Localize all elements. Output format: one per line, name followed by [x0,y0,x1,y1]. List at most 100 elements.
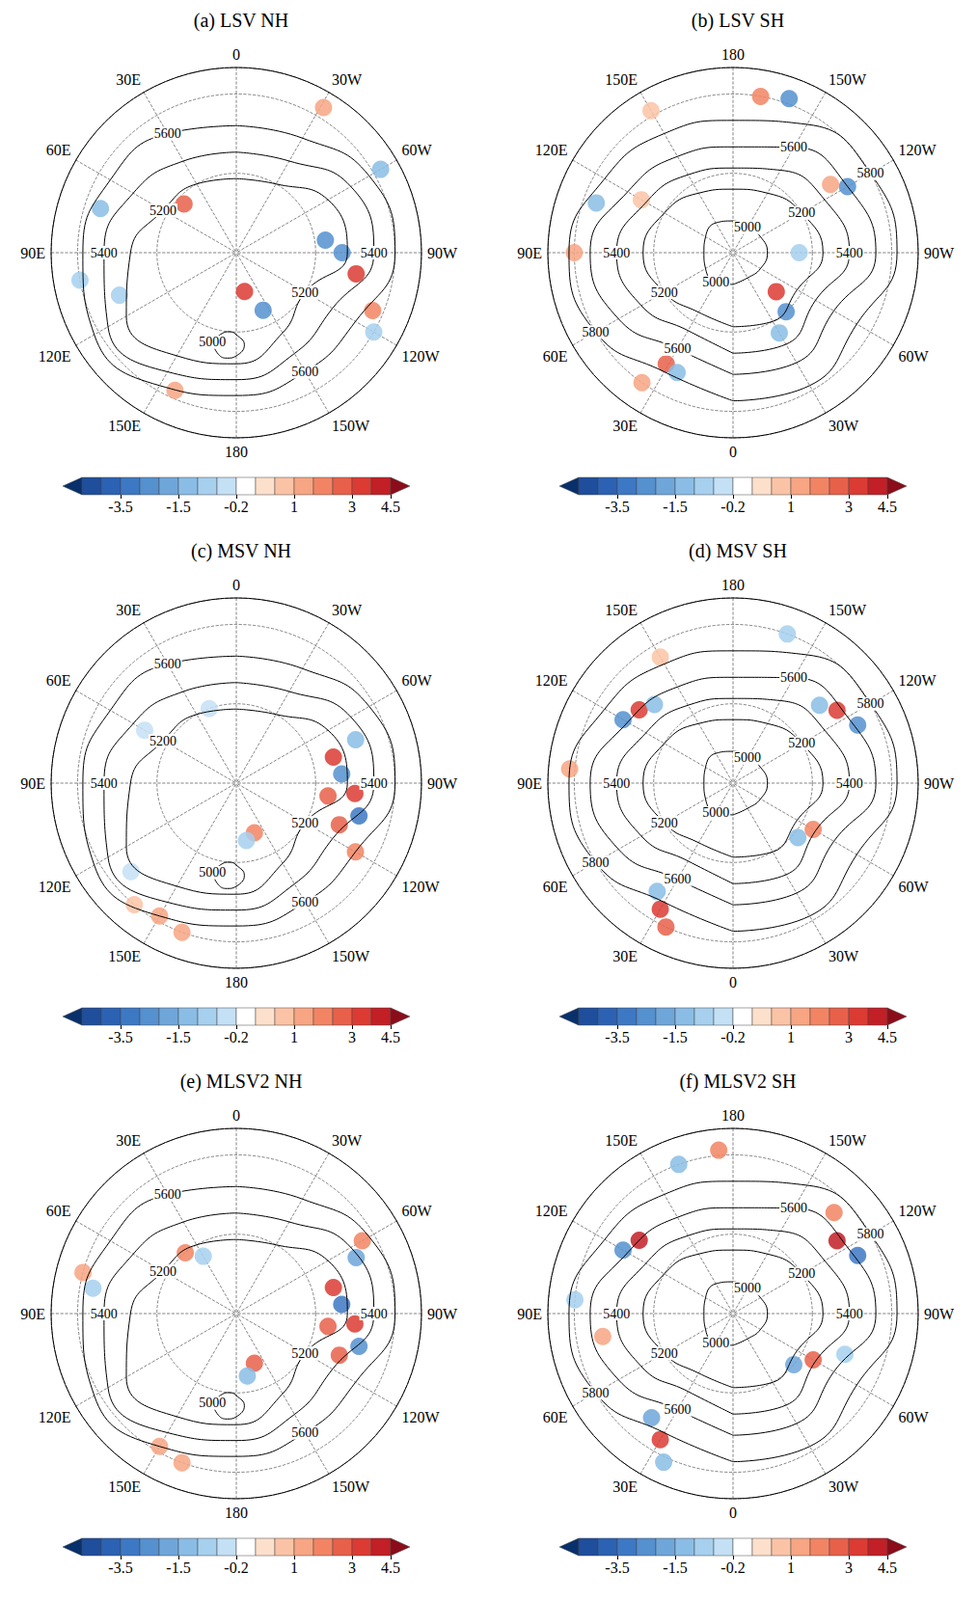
svg-text:150W: 150W [828,601,868,619]
svg-text:1: 1 [290,1559,299,1576]
svg-text:90E: 90E [20,244,46,262]
svg-text:90W: 90W [923,1305,955,1323]
svg-text:-1.5: -1.5 [662,1559,687,1576]
svg-text:30W: 30W [331,1132,363,1149]
svg-text:5600: 5600 [291,895,319,910]
svg-text:120W: 120W [401,878,440,896]
svg-text:5600: 5600 [291,1425,319,1440]
svg-text:5600: 5600 [291,364,319,380]
svg-text:120W: 120W [401,1409,440,1426]
svg-text:180: 180 [224,974,248,991]
svg-text:5400: 5400 [602,776,630,791]
svg-text:5600: 5600 [663,1402,691,1417]
svg-text:30W: 30W [828,1478,860,1495]
svg-text:120W: 120W [897,672,937,689]
svg-text:120E: 120E [535,1202,569,1220]
svg-text:5200: 5200 [651,1346,679,1361]
svg-text:5400: 5400 [836,776,864,791]
svg-text:30W: 30W [828,948,860,965]
svg-text:-0.2: -0.2 [223,1029,248,1046]
svg-text:5200: 5200 [149,733,177,749]
svg-text:180: 180 [721,1107,745,1124]
svg-text:60E: 60E [46,141,72,159]
svg-text:90W: 90W [923,244,955,262]
svg-text:60W: 60W [401,672,433,689]
svg-text:120E: 120E [38,878,72,896]
svg-text:3: 3 [348,1029,356,1046]
svg-text:60E: 60E [543,878,569,896]
svg-text:180: 180 [721,576,745,594]
svg-text:90E: 90E [516,244,543,262]
svg-text:(c) MSV NH: (c) MSV NH [190,540,292,563]
svg-text:5400: 5400 [360,1306,388,1322]
svg-text:30E: 30E [612,1478,638,1495]
svg-text:90E: 90E [516,1305,543,1323]
svg-text:60W: 60W [897,1409,929,1426]
svg-text:5400: 5400 [836,1306,864,1322]
svg-text:0: 0 [729,1504,737,1522]
svg-text:5000: 5000 [198,334,226,350]
svg-text:120E: 120E [38,1409,72,1426]
svg-text:4.5: 4.5 [380,1029,401,1046]
svg-text:30E: 30E [115,601,141,619]
svg-text:5000: 5000 [198,1395,226,1411]
svg-text:5200: 5200 [149,1264,177,1279]
svg-text:-0.2: -0.2 [720,1029,745,1046]
svg-text:-3.5: -3.5 [604,1559,629,1576]
svg-text:30E: 30E [612,417,638,435]
svg-text:-1.5: -1.5 [165,1559,191,1576]
svg-text:180: 180 [224,443,248,461]
svg-text:5600: 5600 [663,341,691,356]
svg-text:150E: 150E [108,1478,141,1495]
svg-text:150W: 150W [331,1478,371,1495]
svg-text:0: 0 [729,443,737,461]
svg-text:5400: 5400 [90,1306,118,1322]
svg-text:60E: 60E [46,672,72,689]
svg-text:150E: 150E [604,1132,638,1149]
svg-text:120W: 120W [897,1202,937,1220]
svg-text:5600: 5600 [780,139,808,155]
svg-text:5400: 5400 [836,245,864,261]
svg-text:5200: 5200 [787,205,815,220]
svg-text:5000: 5000 [733,219,761,235]
svg-text:5400: 5400 [602,245,630,261]
svg-text:30E: 30E [115,71,141,88]
svg-text:-1.5: -1.5 [662,1029,687,1046]
svg-text:-0.2: -0.2 [223,498,248,516]
svg-text:5800: 5800 [581,855,609,870]
svg-text:5200: 5200 [291,285,319,300]
svg-text:150E: 150E [108,417,141,435]
svg-text:60E: 60E [543,1409,569,1426]
svg-text:4.5: 4.5 [380,498,401,516]
svg-text:120E: 120E [535,672,569,689]
svg-text:5200: 5200 [291,815,319,831]
svg-text:-3.5: -3.5 [604,1029,629,1046]
svg-text:30W: 30W [331,601,363,619]
svg-text:90E: 90E [516,775,543,792]
svg-text:5400: 5400 [602,1306,630,1322]
svg-text:5600: 5600 [154,656,182,672]
svg-text:5400: 5400 [90,245,118,261]
svg-text:1: 1 [290,1029,299,1046]
svg-text:5400: 5400 [90,776,118,791]
svg-text:5600: 5600 [780,670,808,685]
svg-text:30E: 30E [612,948,638,965]
svg-text:120W: 120W [401,348,440,365]
svg-text:(d) MSV SH: (d) MSV SH [688,540,788,563]
svg-text:-0.2: -0.2 [223,1559,248,1576]
svg-text:-3.5: -3.5 [604,498,629,516]
svg-text:90W: 90W [427,244,459,262]
svg-text:90W: 90W [427,775,459,792]
svg-text:1: 1 [290,498,299,516]
svg-text:5000: 5000 [733,750,761,765]
svg-text:5400: 5400 [360,776,388,791]
svg-text:30E: 30E [115,1132,141,1149]
svg-text:0: 0 [729,974,737,991]
svg-text:120E: 120E [535,141,569,159]
svg-text:60W: 60W [897,348,929,365]
svg-text:3: 3 [844,1029,853,1046]
svg-text:150E: 150E [604,601,638,619]
svg-text:5200: 5200 [651,285,679,300]
svg-text:30W: 30W [828,417,860,435]
svg-text:90E: 90E [20,1305,46,1323]
